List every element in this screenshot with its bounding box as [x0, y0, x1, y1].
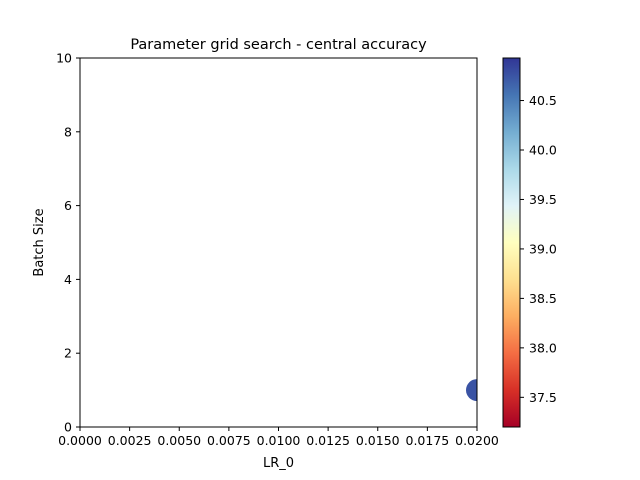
points-layer: [466, 379, 477, 402]
x-tick-label: 0.0000: [58, 433, 102, 448]
colorbar-tick-label: 40.5: [529, 93, 557, 108]
y-tick-label: 10: [56, 51, 72, 66]
x-tick-label: 0.0200: [455, 433, 499, 448]
x-tick-label: 0.0075: [207, 433, 251, 448]
colorbar-tick-label: 39.5: [529, 192, 557, 207]
colorbar-tick-label: 37.5: [529, 390, 557, 405]
colorbar-tick-label: 39.0: [529, 241, 557, 256]
y-tick-label: 4: [64, 272, 72, 287]
x-tick-label: 0.0025: [108, 433, 152, 448]
x-tick-label: 0.0050: [157, 433, 201, 448]
colorbar-tick-label: 40.0: [529, 143, 557, 158]
chart-title: Parameter grid search - central accuracy: [130, 37, 427, 53]
colorbar: 37.5 38.0 38.5 39.0 39.5 40.0 40.5: [502, 57, 557, 428]
y-axis: 0 2 4 6 8 10: [56, 51, 80, 435]
x-axis: 0.0000 0.0025 0.0050 0.0075 0.0100 0.0125 0.01…: [58, 427, 499, 448]
colorbar-frame: [502, 57, 521, 428]
plot-area: [79, 57, 478, 428]
y-tick-label: 6: [64, 198, 72, 213]
x-axis-label: LR_0: [263, 456, 294, 471]
colorbar-tick-label: 38.0: [529, 340, 557, 355]
scatter-point: [466, 379, 477, 402]
y-tick-label: 8: [64, 124, 72, 139]
colorbar-ticks: 37.5 38.0 38.5 39.0 39.5 40.0 40.5: [520, 93, 557, 405]
x-tick-label: 0.0150: [356, 433, 400, 448]
colorbar-tick-label: 38.5: [529, 291, 557, 306]
y-tick-label: 0: [64, 420, 72, 435]
y-tick-label: 2: [64, 346, 72, 361]
x-tick-label: 0.0100: [257, 433, 301, 448]
x-tick-label: 0.0125: [306, 433, 350, 448]
colorbar-gradient: [503, 58, 520, 427]
y-axis-label: Batch Size: [32, 208, 47, 276]
x-tick-label: 0.0175: [406, 433, 450, 448]
